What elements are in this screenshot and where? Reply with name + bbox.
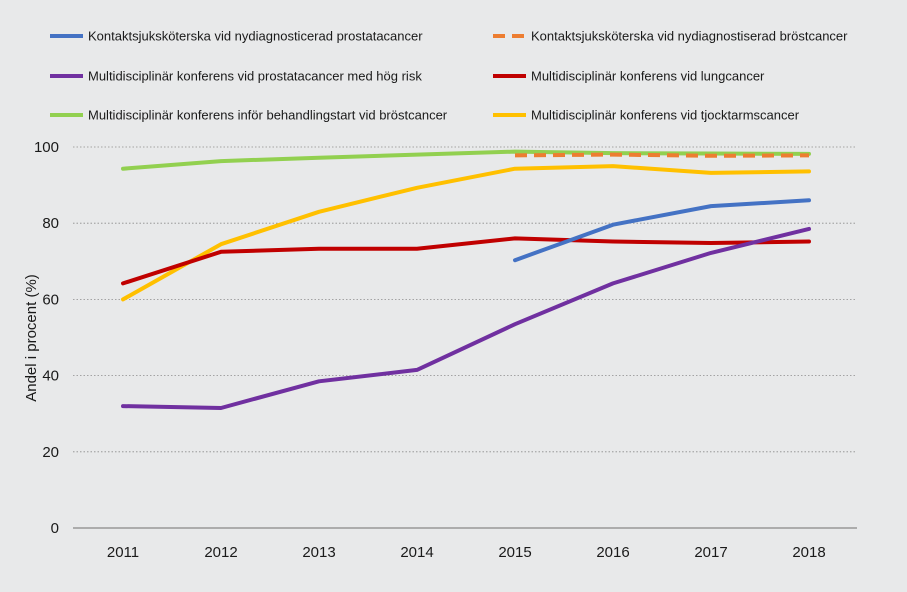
- y-tick-label: 0: [51, 520, 59, 537]
- legend-label: Kontaktsjuksköterska vid nydiagnostisera…: [531, 29, 848, 44]
- series-line: [121, 164, 811, 302]
- y-tick-label: 80: [42, 215, 59, 232]
- legend-label: Multidisciplinär konferens inför behandl…: [88, 108, 448, 123]
- series-line: [513, 198, 811, 263]
- legend-label: Multidisciplinär konferens vid tjocktarm…: [531, 108, 800, 123]
- y-tick-label: 40: [42, 368, 59, 385]
- series-line: [121, 226, 811, 410]
- x-tick-label: 2011: [107, 544, 139, 561]
- x-tick-label: 2012: [204, 544, 237, 561]
- x-tick-label: 2015: [498, 544, 531, 561]
- x-tick-label: 2013: [302, 544, 335, 561]
- legend-label: Multidisciplinär konferens vid prostatac…: [88, 69, 422, 84]
- series-lines: [121, 149, 811, 410]
- series-line: [121, 236, 811, 286]
- y-axis-title: Andel i procent (%): [23, 274, 40, 402]
- gridlines: [73, 146, 857, 453]
- series-line: [121, 149, 811, 171]
- x-tick-label: 2016: [596, 544, 629, 561]
- axes: 0 20 40 60 80 100 2011 2012 2013 2014 2015 2016 2017…: [34, 139, 857, 561]
- y-tick-label: 100: [34, 139, 59, 156]
- legend-label: Kontaktsjuksköterska vid nydiagnosticera…: [88, 29, 423, 44]
- y-tick-label: 20: [42, 444, 59, 461]
- x-tick-label: 2018: [792, 544, 825, 561]
- x-tick-label: 2014: [400, 544, 433, 561]
- legend-label: Multidisciplinär konferens vid lungcance…: [531, 69, 765, 84]
- x-tick-label: 2017: [694, 544, 727, 561]
- series-line: [514, 152, 810, 158]
- legend: Kontaktsjuksköterska vid nydiagnosticera…: [50, 29, 848, 123]
- y-tick-label: 60: [42, 291, 59, 308]
